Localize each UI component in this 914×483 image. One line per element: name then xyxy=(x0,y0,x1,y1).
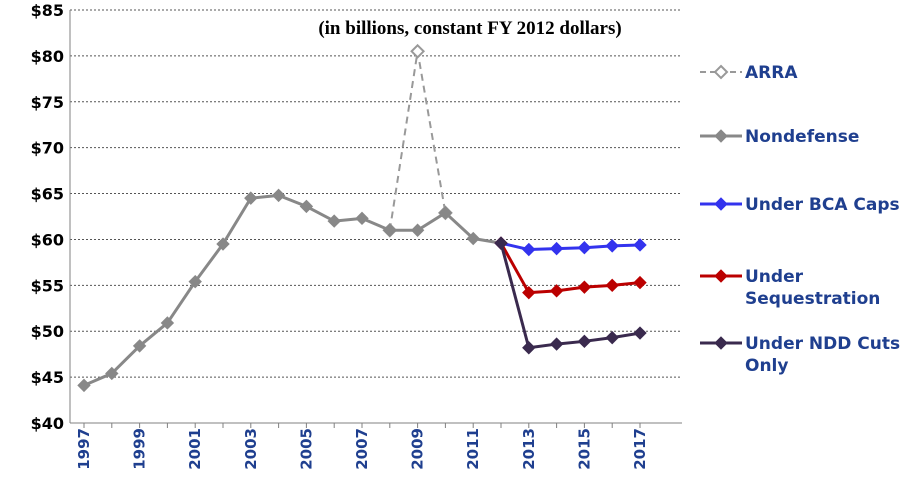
y-tick-label: $65 xyxy=(31,185,64,204)
legend-item-nondefense: Nondefense xyxy=(700,127,859,147)
x-tick-label: 2003 xyxy=(242,428,260,470)
data-point xyxy=(132,339,147,353)
data-point xyxy=(714,197,728,211)
y-tick-label: $70 xyxy=(31,139,64,158)
data-point xyxy=(713,64,729,80)
data-point xyxy=(549,337,564,351)
data-point xyxy=(410,43,426,59)
data-point xyxy=(466,231,480,246)
series-arra xyxy=(382,43,453,238)
data-point xyxy=(633,326,647,340)
data-point xyxy=(327,214,341,228)
data-point xyxy=(105,366,119,381)
data-point xyxy=(605,239,619,253)
data-point xyxy=(160,316,175,330)
series-line xyxy=(83,193,502,387)
x-tick-label: 2001 xyxy=(186,428,204,470)
data-point xyxy=(549,284,564,298)
legend: ARRA Nondefense Under BCA Caps UnderSequest… xyxy=(700,63,900,376)
legend-item-under-bca-caps: Under BCA Caps xyxy=(700,195,900,215)
data-point xyxy=(383,223,397,237)
data-point xyxy=(633,238,647,252)
legend-item-arra: ARRA xyxy=(700,63,798,83)
data-point xyxy=(714,336,728,350)
series-layer xyxy=(77,43,647,393)
y-tick-label: $55 xyxy=(31,276,64,295)
y-tick-label: $80 xyxy=(31,47,64,66)
legend-label: Only xyxy=(745,356,788,376)
x-tick-label: 1997 xyxy=(75,428,93,470)
data-point xyxy=(577,280,592,294)
legend-label: Nondefense xyxy=(745,127,859,147)
data-point xyxy=(355,211,369,226)
data-point xyxy=(605,330,619,345)
data-point xyxy=(522,341,536,355)
y-tick-label: $75 xyxy=(31,93,64,112)
x-tick-label: 2017 xyxy=(631,428,649,470)
series-under-bca-caps xyxy=(494,236,647,257)
chart-subtitle: (in billions, constant FY 2012 dollars) xyxy=(318,18,621,39)
series-under-ndd-cuts-only xyxy=(494,236,647,355)
x-tick-label: 2011 xyxy=(464,428,482,470)
data-point xyxy=(271,188,286,203)
x-tick-label: 2007 xyxy=(353,428,371,470)
data-point xyxy=(605,278,619,293)
series-line xyxy=(499,242,641,350)
legend-label: ARRA xyxy=(745,63,798,83)
y-tick-label: $45 xyxy=(31,368,64,387)
data-point xyxy=(714,269,728,283)
y-tick-label: $60 xyxy=(31,230,64,249)
y-tick-label: $40 xyxy=(31,414,64,433)
series-line xyxy=(388,50,447,231)
data-point xyxy=(577,334,592,349)
y-tick-label: $85 xyxy=(31,1,64,20)
data-point xyxy=(77,378,91,393)
legend-label: Under xyxy=(745,267,804,287)
data-point xyxy=(299,199,314,214)
data-point xyxy=(244,191,258,205)
y-tick-label: $50 xyxy=(31,322,64,341)
x-tick-label: 2013 xyxy=(520,428,538,470)
x-tick-label: 2009 xyxy=(409,428,427,470)
data-point xyxy=(216,237,230,251)
data-point xyxy=(549,241,564,256)
x-tick-label: 1999 xyxy=(131,428,149,470)
data-point xyxy=(633,275,647,290)
data-point xyxy=(522,242,536,257)
data-point xyxy=(410,223,425,237)
legend-label: Under BCA Caps xyxy=(745,195,900,215)
data-point xyxy=(494,236,508,250)
data-point xyxy=(438,206,453,220)
axes: $40 $45 $50 $55 $60 $65 $70 $75 $80 $85 1997 1999 20… xyxy=(31,1,682,470)
legend-label: Sequestration xyxy=(745,289,880,309)
data-point xyxy=(577,240,592,255)
data-point xyxy=(714,129,728,143)
series-line xyxy=(500,241,641,252)
series-nondefense xyxy=(77,188,508,393)
x-tick-label: 2005 xyxy=(297,428,315,470)
legend-label: Under NDD Cuts xyxy=(745,334,900,354)
data-point xyxy=(522,285,536,300)
data-point xyxy=(188,274,202,289)
x-tick-label: 2015 xyxy=(575,428,593,470)
gridlines xyxy=(70,9,682,378)
